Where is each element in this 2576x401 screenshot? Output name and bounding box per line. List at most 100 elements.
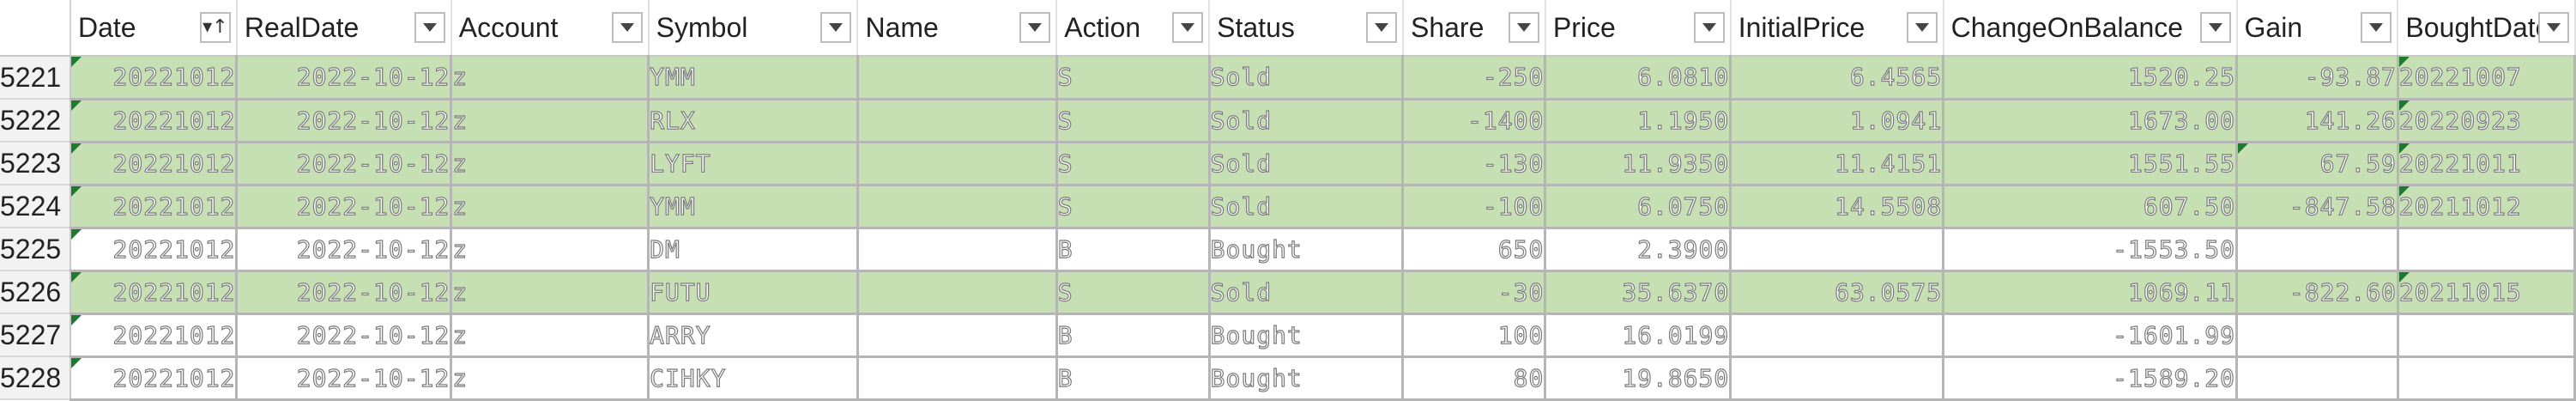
cell-status[interactable]: Bought	[1209, 313, 1405, 358]
filter-dropdown-icon[interactable]	[1508, 12, 1539, 43]
cell-name[interactable]	[857, 56, 1058, 100]
cell-action[interactable]: B	[1056, 313, 1211, 358]
cell-date[interactable]: 20221012	[70, 56, 239, 100]
cell-account[interactable]: z	[450, 99, 650, 143]
cell-symbol[interactable]: CIHKY	[648, 356, 859, 401]
cell-action[interactable]: S	[1056, 142, 1211, 186]
filter-dropdown-icon[interactable]	[1172, 12, 1204, 43]
cell-boughtdate[interactable]	[2398, 228, 2576, 272]
cell-realdate[interactable]: 2022-10-12	[236, 142, 453, 186]
column-header-gain[interactable]: Gain	[2236, 0, 2399, 57]
column-header-realdate[interactable]: RealDate	[236, 0, 452, 57]
cell-account[interactable]: z	[450, 270, 650, 315]
cell-name[interactable]	[857, 185, 1058, 229]
cell-price[interactable]: 35.6370	[1545, 270, 1732, 315]
cell-account[interactable]: z	[450, 313, 650, 358]
column-header-initialprice[interactable]: InitialPrice	[1730, 0, 1944, 57]
cell-changeonbalance[interactable]: 1551.55	[1943, 142, 2239, 186]
cell-boughtdate[interactable]	[2398, 313, 2576, 358]
cell-account[interactable]: z	[450, 142, 650, 186]
cell-price[interactable]: 6.0750	[1545, 185, 1732, 229]
column-header-boughtdate[interactable]: BoughtDate	[2398, 0, 2576, 57]
cell-status[interactable]: Sold	[1209, 270, 1405, 315]
cell-symbol[interactable]: YMM	[648, 185, 859, 229]
cell-realdate[interactable]: 2022-10-12	[236, 356, 453, 401]
cell-gain[interactable]	[2236, 228, 2399, 272]
cell-boughtdate[interactable]: 20221011	[2398, 142, 2576, 186]
cell-date[interactable]: 20221012	[70, 270, 239, 315]
cell-account[interactable]: z	[450, 56, 650, 100]
cell-realdate[interactable]: 2022-10-12	[236, 99, 453, 143]
row-number[interactable]: 5222	[0, 99, 71, 143]
cell-initialprice[interactable]: 6.4565	[1730, 56, 1945, 100]
cell-share[interactable]: -250	[1402, 56, 1547, 100]
sort-filter-icon[interactable]: ▾↑	[199, 12, 231, 43]
filter-dropdown-icon[interactable]	[1365, 12, 1397, 43]
filter-dropdown-icon[interactable]	[820, 12, 852, 43]
column-header-price[interactable]: Price	[1545, 0, 1732, 57]
cell-price[interactable]: 1.1950	[1545, 99, 1732, 143]
cell-price[interactable]: 19.8650	[1545, 356, 1732, 401]
cell-boughtdate[interactable]	[2398, 356, 2576, 401]
cell-status[interactable]: Bought	[1209, 228, 1405, 272]
cell-gain[interactable]	[2236, 356, 2399, 401]
cell-share[interactable]: -130	[1402, 142, 1547, 186]
cell-boughtdate[interactable]: 20211015	[2398, 270, 2576, 315]
cell-account[interactable]: z	[450, 356, 650, 401]
cell-changeonbalance[interactable]: 607.50	[1943, 185, 2239, 229]
cell-gain[interactable]	[2236, 313, 2399, 358]
cell-gain[interactable]: -93.87	[2236, 56, 2399, 100]
cell-share[interactable]: 100	[1402, 313, 1547, 358]
column-header-changeonbalance[interactable]: ChangeOnBalance	[1943, 0, 2238, 57]
filter-dropdown-icon[interactable]	[1693, 12, 1725, 43]
cell-gain[interactable]: 141.26	[2236, 99, 2399, 143]
cell-realdate[interactable]: 2022-10-12	[236, 185, 453, 229]
filter-dropdown-icon[interactable]	[2361, 12, 2392, 43]
cell-initialprice[interactable]	[1730, 228, 1945, 272]
cell-date[interactable]: 20221012	[70, 99, 239, 143]
cell-changeonbalance[interactable]: -1553.50	[1943, 228, 2239, 272]
cell-boughtdate[interactable]: 20221007	[2398, 56, 2576, 100]
cell-share[interactable]: -30	[1402, 270, 1547, 315]
cell-date[interactable]: 20221012	[70, 356, 239, 401]
filter-dropdown-icon[interactable]	[414, 12, 445, 43]
cell-action[interactable]: B	[1056, 356, 1211, 401]
filter-dropdown-icon[interactable]	[1019, 12, 1051, 43]
row-number[interactable]: 5224	[0, 185, 71, 228]
cell-share[interactable]: -100	[1402, 185, 1547, 229]
cell-symbol[interactable]: FUTU	[648, 270, 859, 315]
filter-dropdown-icon[interactable]	[2537, 12, 2569, 43]
cell-realdate[interactable]: 2022-10-12	[236, 270, 453, 315]
cell-symbol[interactable]: YMM	[648, 56, 859, 100]
cell-gain[interactable]: -822.60	[2236, 270, 2399, 315]
cell-price[interactable]: 2.3900	[1545, 228, 1732, 272]
cell-boughtdate[interactable]: 20211012	[2398, 185, 2576, 229]
cell-share[interactable]: 80	[1402, 356, 1547, 401]
cell-date[interactable]: 20221012	[70, 185, 239, 229]
cell-action[interactable]: S	[1056, 270, 1211, 315]
cell-realdate[interactable]: 2022-10-12	[236, 313, 453, 358]
cell-price[interactable]: 16.0199	[1545, 313, 1732, 358]
column-header-name[interactable]: Name	[857, 0, 1058, 57]
cell-gain[interactable]: 67.59	[2236, 142, 2399, 186]
cell-initialprice[interactable]: 1.0941	[1730, 99, 1945, 143]
cell-status[interactable]: Sold	[1209, 99, 1405, 143]
cell-name[interactable]	[857, 228, 1058, 272]
row-number[interactable]: 5223	[0, 142, 71, 185]
cell-changeonbalance[interactable]: -1589.20	[1943, 356, 2239, 401]
filter-dropdown-icon[interactable]	[2199, 12, 2231, 43]
row-number[interactable]: 5225	[0, 228, 71, 271]
cell-changeonbalance[interactable]: 1520.25	[1943, 56, 2239, 100]
column-header-share[interactable]: Share	[1402, 0, 1546, 57]
row-number[interactable]: 5228	[0, 356, 71, 400]
cell-status[interactable]: Sold	[1209, 185, 1405, 229]
filter-dropdown-icon[interactable]	[1906, 12, 1938, 43]
cell-symbol[interactable]: RLX	[648, 99, 859, 143]
select-all-corner[interactable]	[0, 0, 71, 57]
column-header-symbol[interactable]: Symbol	[648, 0, 859, 57]
cell-action[interactable]: S	[1056, 185, 1211, 229]
cell-initialprice[interactable]: 14.5508	[1730, 185, 1945, 229]
cell-action[interactable]: S	[1056, 56, 1211, 100]
row-number[interactable]: 5227	[0, 313, 71, 357]
column-header-date[interactable]: Date ▾↑	[70, 0, 238, 57]
